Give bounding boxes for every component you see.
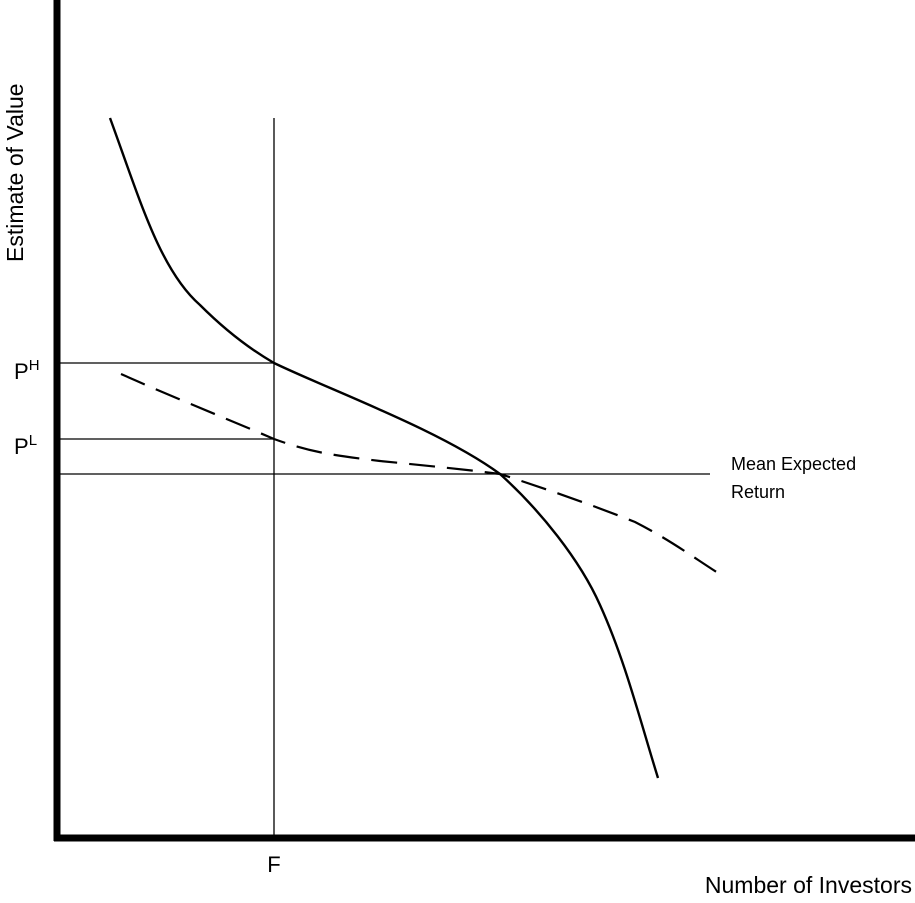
f-tick-label: F [267,852,280,877]
p-low-label: PL [14,432,37,459]
p-high-superscript: H [29,357,40,374]
p-low-base: P [14,434,29,459]
mean-expected-return-label-line2: Return [731,482,785,502]
dashed-valuation-curve [120,372,719,574]
p-low-superscript: L [29,432,37,449]
solid-valuation-curve [108,117,660,779]
p-high-label: PH [14,357,40,384]
y-axis-title: Estimate of Value [2,83,28,262]
p-high-base: P [14,359,29,384]
x-axis-title: Number of Investors [705,872,912,898]
mean-expected-return-label-line1: Mean Expected [731,454,856,474]
